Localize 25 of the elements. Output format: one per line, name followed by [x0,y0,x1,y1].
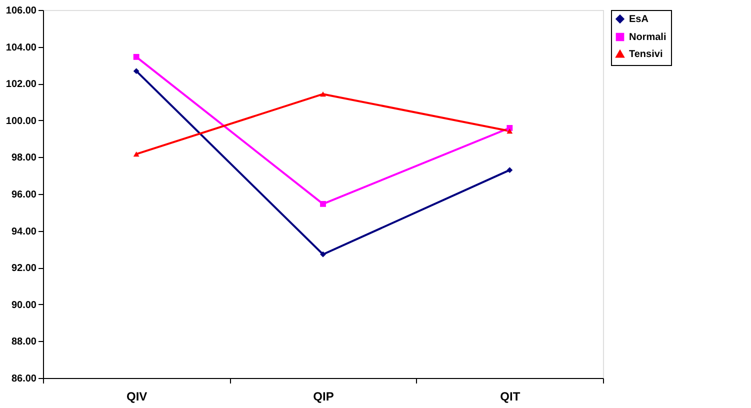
point [320,251,326,258]
y-tick-label: 106.00 [6,6,37,16]
x-tick-label: QIV [126,390,148,404]
y-tick-label: 94.00 [11,226,37,238]
y-tick-label: 92.00 [11,263,37,274]
legend-label: Tensivi [629,49,663,60]
point [133,54,140,60]
x-tick-label: QIP [313,390,334,404]
point [506,167,513,174]
legend-label: Normali [629,32,666,43]
legend-label: EsA [629,14,648,25]
x-tick-label: QIT [500,390,521,404]
y-tick-label: 86.00 [11,374,37,384]
y-tick-label: 90.00 [11,300,37,311]
y-tick-label: 98.00 [11,152,37,164]
y-tick-label: 100.00 [6,116,37,127]
point [320,92,326,97]
point [133,152,140,157]
point [506,128,513,134]
y-tick-label: 88.00 [11,336,37,348]
point [133,68,140,74]
point [320,200,326,207]
y-tick-label: 102.00 [6,79,37,90]
y-tick-label: 104.00 [6,42,37,54]
y-tick-label: 96.00 [11,190,37,200]
